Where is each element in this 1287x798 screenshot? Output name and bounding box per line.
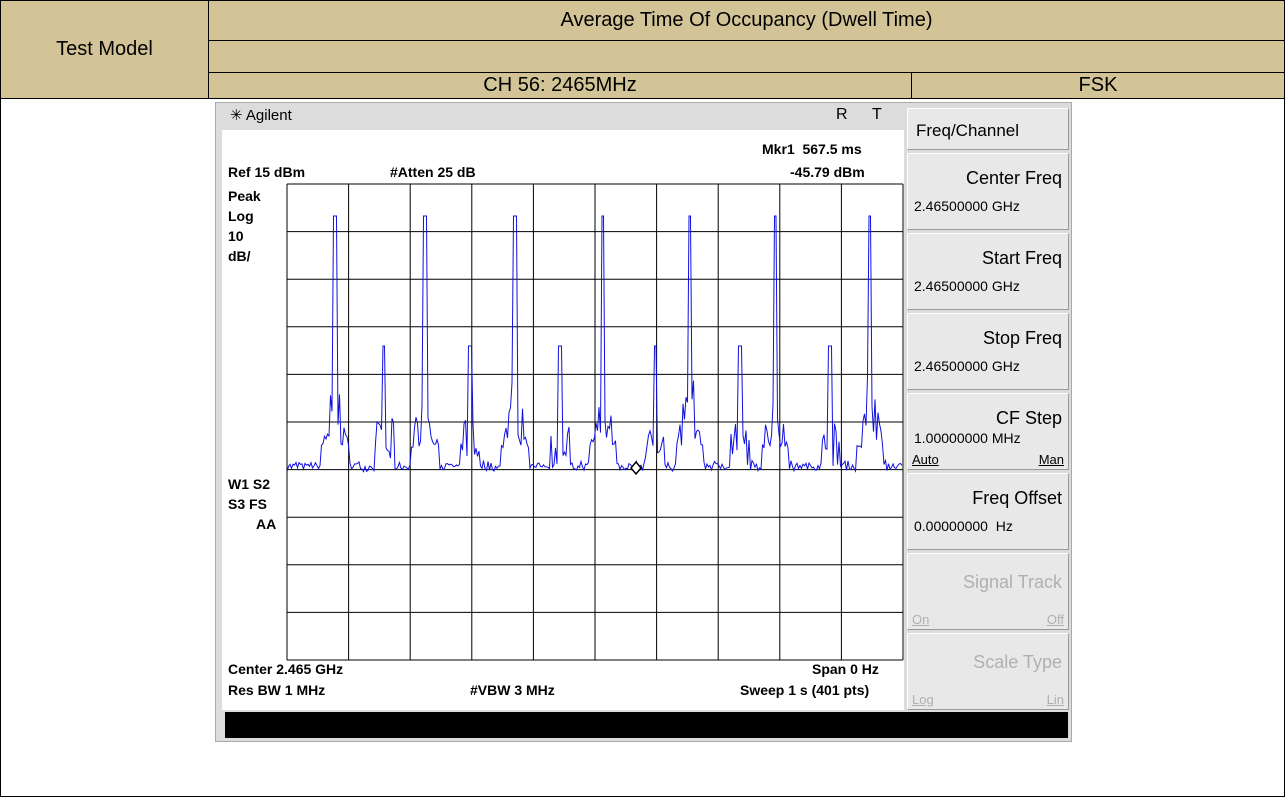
softkey-option: Lin	[1046, 692, 1064, 707]
marker: Mkr1 567.5 ms	[762, 141, 862, 157]
title: Average Time Of Occupancy (Dwell Time)	[560, 9, 933, 31]
softkey[interactable]: Start Freq 2.46500000 GHz	[907, 233, 1069, 310]
softkey-option: Log	[912, 692, 934, 707]
brand: ✳ Agilent	[230, 107, 292, 124]
empty-cell	[208, 40, 1285, 73]
softkey-option: Man	[1038, 452, 1064, 467]
left-label: Peak	[228, 188, 261, 204]
status: T	[872, 106, 882, 123]
attenuation: #Atten 25 dB	[390, 164, 476, 180]
status: R	[836, 106, 848, 123]
menu-title-text: Freq/Channel	[916, 121, 1020, 140]
left-label: dB/	[228, 248, 251, 264]
softkey-title: Start Freq	[981, 248, 1062, 268]
rbw: Res BW 1 MHz	[228, 682, 326, 698]
sweep: Sweep 1 s (401 pts)	[740, 682, 870, 698]
test-model: Test Model	[56, 38, 153, 60]
softkey-value: 1.00000000 MHz	[914, 430, 1021, 446]
softkey[interactable]: Signal Track On Off	[907, 553, 1069, 630]
softkey-title: Center Freq	[965, 168, 1062, 188]
mode-label: W1 S2	[228, 476, 271, 492]
softkey[interactable]: Scale Type Log Lin	[907, 633, 1069, 710]
softkey-value: 2.46500000 GHz	[914, 358, 1020, 374]
marker-level: -45.79 dBm	[790, 164, 865, 180]
status-bar	[225, 712, 1068, 738]
menu-title[interactable]: Freq/Channel	[907, 108, 1069, 150]
softkey-title: Signal Track	[962, 572, 1062, 592]
trace	[286, 215, 903, 473]
softkey-title: Freq Offset	[972, 488, 1062, 508]
test-model-cell: Test Model	[0, 0, 209, 99]
softkey[interactable]: Stop Freq 2.46500000 GHz	[907, 313, 1069, 390]
softkey-option: Off	[1046, 612, 1064, 627]
softkey[interactable]: Center Freq 2.46500000 GHz	[907, 153, 1069, 230]
mode-label: AA	[256, 516, 277, 532]
softkey-option: Auto	[912, 452, 939, 467]
vbw: #VBW 3 MHz	[470, 682, 555, 698]
left-label: 10	[228, 228, 244, 244]
left-label: Log	[228, 208, 254, 224]
content-cell	[0, 98, 1285, 797]
ref-level: Ref 15 dBm	[228, 164, 306, 180]
brand-text: Agilent	[245, 107, 292, 124]
marker	[630, 460, 642, 476]
softkey[interactable]: Freq Offset 0.00000000 Hz	[907, 473, 1069, 550]
mode-label: S3 FS	[228, 496, 267, 512]
span: Span 0 Hz	[812, 661, 879, 677]
channel: CH 56: 2465MHz	[483, 74, 637, 96]
modulation: FSK	[1078, 74, 1118, 96]
softkey-value: 2.46500000 GHz	[914, 278, 1020, 294]
softkey-value: 0.00000000 Hz	[914, 518, 1013, 534]
center-freq: Center 2.465 GHz	[228, 661, 344, 677]
softkey-title: CF Step	[995, 408, 1062, 428]
softkey-title: Scale Type	[973, 652, 1062, 672]
softkey[interactable]: CF Step 1.00000000 MHz Auto Man	[907, 393, 1069, 470]
softkey-title: Stop Freq	[982, 328, 1062, 348]
softkey-value: 2.46500000 GHz	[914, 198, 1020, 214]
softkey-option: On	[912, 612, 930, 627]
